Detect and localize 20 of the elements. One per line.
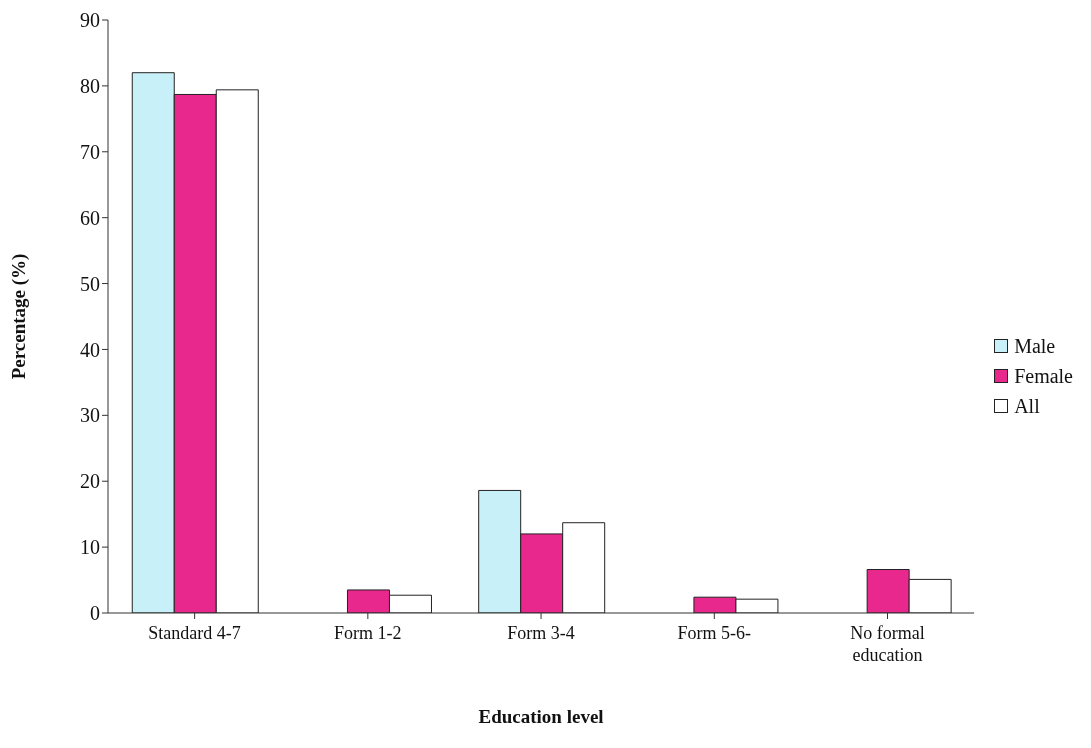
x-tick-label: No formal education (850, 623, 925, 665)
x-tick-label: Standard 4-7 (148, 623, 241, 643)
legend-label: Male (1014, 333, 1056, 359)
x-tick-label: Form 1-2 (334, 623, 402, 643)
y-tick-label: 0 (90, 602, 100, 625)
y-tick-label: 60 (80, 206, 100, 229)
legend-label: All (1014, 393, 1040, 419)
x-axis-title: Education level (478, 706, 604, 727)
y-tick-label: 30 (80, 404, 100, 427)
y-axis-title: Percentage (%) (7, 253, 30, 380)
y-tick-label: 20 (80, 470, 100, 493)
y-tick-label: 70 (80, 140, 100, 163)
x-tick-label: Form 3-4 (507, 623, 575, 643)
y-tick-label: 50 (80, 272, 100, 295)
legend-label: Female (1014, 363, 1073, 389)
y-tick-label: 90 (80, 9, 100, 32)
y-tick-label: 40 (80, 338, 100, 361)
y-tick-label: 10 (80, 536, 100, 559)
x-tick-label: Form 5-6- (677, 623, 752, 643)
y-tick-label: 80 (80, 74, 100, 97)
